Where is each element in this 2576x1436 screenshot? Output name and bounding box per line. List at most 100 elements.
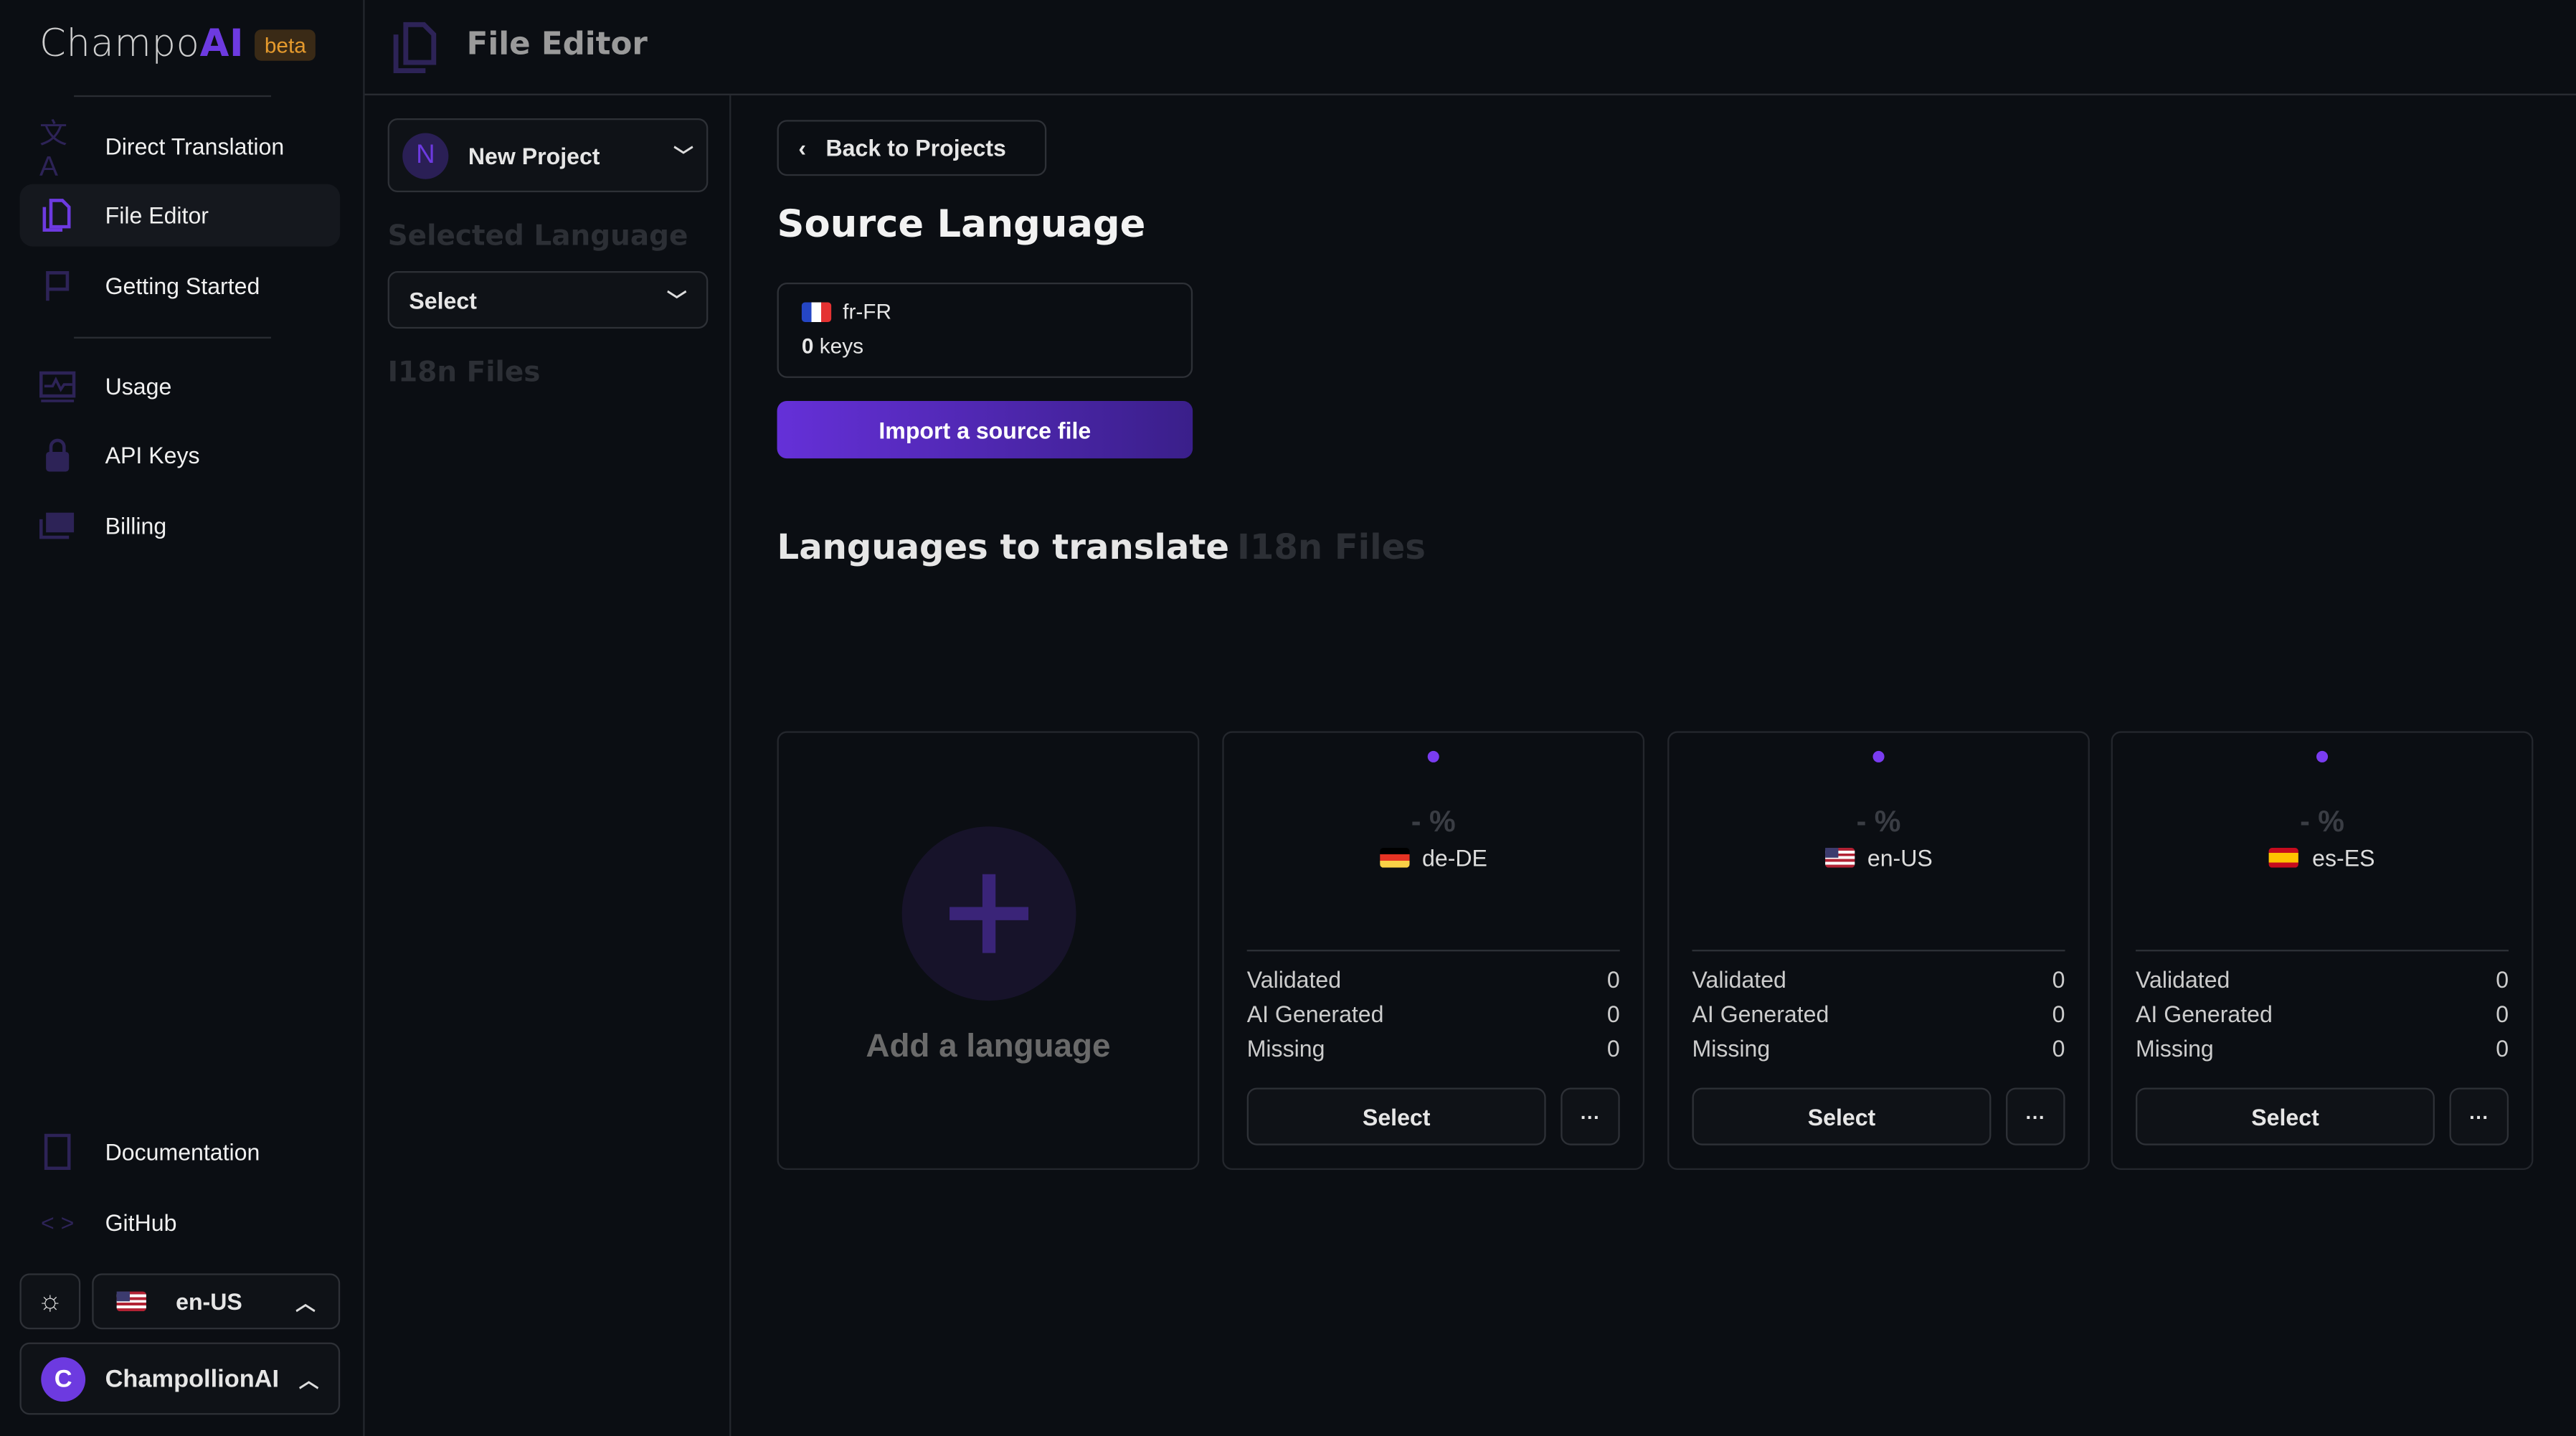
locale: en-US xyxy=(1867,844,1933,871)
translate-icon: 文A xyxy=(39,117,67,182)
sidebar-item-label: Direct Translation xyxy=(105,133,285,160)
stat-label: AI Generated xyxy=(1692,1001,1829,1027)
chart-monitor-icon xyxy=(39,368,76,404)
locale: es-ES xyxy=(2312,844,2375,871)
more-options-button[interactable]: ··· xyxy=(2006,1087,2065,1146)
sidebar-item-getting-started[interactable]: Getting Started xyxy=(19,255,340,317)
project-avatar: N xyxy=(402,132,449,179)
tab-i18n-files[interactable]: I18n Files xyxy=(1236,527,1426,567)
more-options-button[interactable]: ··· xyxy=(2449,1087,2509,1146)
sidebar-item-label: GitHub xyxy=(105,1209,177,1236)
stat-label: Missing xyxy=(2136,1035,2214,1062)
logo[interactable]: ChampoAI xyxy=(39,23,245,66)
more-options-button[interactable]: ··· xyxy=(1561,1087,1620,1146)
progress-percent: - % xyxy=(2300,805,2344,839)
stat-value: 0 xyxy=(2496,1001,2509,1027)
stat-value: 0 xyxy=(2496,965,2509,993)
language-select[interactable]: Select ﹀ xyxy=(387,270,709,329)
status-dot xyxy=(2316,750,2329,762)
progress-percent: - % xyxy=(1411,805,1456,839)
stat-value: 0 xyxy=(2052,1035,2065,1062)
language-select-value: Select xyxy=(409,286,477,313)
chevron-down-icon: ﹀ xyxy=(667,289,687,313)
sidebar-item-label: Usage xyxy=(105,373,172,400)
divider xyxy=(74,336,271,339)
theme-toggle-button[interactable]: ☼ xyxy=(19,1273,81,1330)
avatar: C xyxy=(41,1356,86,1401)
stat-value: 0 xyxy=(2052,1001,2065,1027)
language-card-de-DE: - % de-DE Validated 0 AI Generated 0 Missi… xyxy=(1222,731,1645,1171)
sidebar-item-usage[interactable]: Usage xyxy=(19,355,340,417)
i18n-files-label: I18n Files xyxy=(387,356,541,389)
book-icon xyxy=(39,1133,75,1171)
stat-value: 0 xyxy=(1606,1001,1620,1027)
top-bar: File Editor xyxy=(364,0,2576,95)
sidebar-item-documentation[interactable]: Documentation xyxy=(19,1120,340,1183)
progress-percent: - % xyxy=(1856,805,1901,839)
sidebar-item-label: Billing xyxy=(105,512,167,539)
add-language-label: Add a language xyxy=(866,1029,1111,1065)
sidebar-item-file-editor[interactable]: File Editor xyxy=(19,184,341,247)
stat-label: Validated xyxy=(2136,965,2230,993)
keys-label: keys xyxy=(819,334,864,359)
code-icon: < > xyxy=(40,1209,75,1236)
sidebar-item-github[interactable]: < > GitHub xyxy=(19,1191,340,1254)
chevron-up-icon: ︿ xyxy=(298,1368,319,1392)
back-to-projects-button[interactable]: ‹ Back to Projects xyxy=(777,120,1047,176)
sidebar-item-api-keys[interactable]: API Keys xyxy=(19,424,340,486)
stat-label: Missing xyxy=(1692,1035,1771,1062)
tab-languages-to-translate[interactable]: Languages to translate xyxy=(777,527,1229,567)
stat-value: 0 xyxy=(1606,965,1620,993)
status-dot xyxy=(1872,750,1885,762)
stat-label: Missing xyxy=(1246,1035,1325,1062)
project-panel: N New Project ﹀ Selected Language Select ﹀ … xyxy=(365,95,731,1436)
stat-label: AI Generated xyxy=(1246,1001,1384,1027)
add-language-card[interactable]: Add a language xyxy=(777,731,1200,1171)
stat-label: AI Generated xyxy=(2136,1001,2273,1027)
sidebar-item-label: Documentation xyxy=(105,1138,260,1166)
source-locale: fr-FR xyxy=(843,298,892,324)
sidebar-item-direct-translation[interactable]: 文A Direct Translation xyxy=(19,115,340,182)
back-label: Back to Projects xyxy=(825,134,1006,161)
locale: de-DE xyxy=(1422,844,1487,871)
stat-label: Validated xyxy=(1692,965,1786,993)
select-button[interactable]: Select xyxy=(2136,1087,2435,1146)
chevron-down-icon: ﹀ xyxy=(673,144,693,168)
selected-language-label: Selected Language xyxy=(387,219,688,253)
lock-icon xyxy=(39,437,75,473)
stat-value: 0 xyxy=(2496,1035,2509,1062)
divider xyxy=(74,95,271,98)
sun-icon: ☼ xyxy=(37,1285,63,1316)
sidebar-item-billing[interactable]: Billing xyxy=(19,495,340,557)
de-flag-icon xyxy=(1379,848,1409,868)
sidebar: ChampoAI beta 文A Direct Translation File … xyxy=(0,0,365,1436)
select-button[interactable]: Select xyxy=(1246,1087,1546,1146)
file-copy-icon xyxy=(391,19,440,83)
chevron-up-icon: ︿ xyxy=(295,1290,316,1314)
locale-select[interactable]: en-US ︿ xyxy=(92,1273,341,1330)
locale-label: en-US xyxy=(176,1288,242,1315)
money-icon xyxy=(39,508,75,544)
us-flag-icon xyxy=(116,1291,146,1312)
user-menu[interactable]: C ChampollionAI ︿ xyxy=(19,1342,341,1415)
project-select[interactable]: N New Project ﹀ xyxy=(387,118,709,193)
chevron-left-icon: ‹ xyxy=(798,134,807,161)
language-card-en-US: - % en-US Validated 0 AI Generated 0 Missi… xyxy=(1667,731,2090,1171)
stat-label: Validated xyxy=(1246,965,1342,993)
user-name: ChampollionAI xyxy=(105,1364,280,1393)
stat-value: 0 xyxy=(1606,1035,1620,1062)
divider xyxy=(2136,950,2509,952)
file-copy-icon xyxy=(39,197,75,233)
plus-icon xyxy=(901,826,1076,1001)
select-button[interactable]: Select xyxy=(1692,1087,1992,1146)
source-language-title: Source Language xyxy=(777,204,1146,247)
stat-value: 0 xyxy=(2052,965,2065,993)
language-card-es-ES: - % es-ES Validated 0 AI Generated 0 Missi… xyxy=(2111,731,2534,1171)
keys-count: 0 xyxy=(801,334,814,359)
es-flag-icon xyxy=(2269,848,2299,868)
divider xyxy=(1692,950,2065,952)
import-source-file-button[interactable]: Import a source file xyxy=(777,400,1193,459)
sidebar-item-label: API Keys xyxy=(105,442,200,468)
divider xyxy=(1246,950,1620,952)
project-name: New Project xyxy=(468,142,600,169)
